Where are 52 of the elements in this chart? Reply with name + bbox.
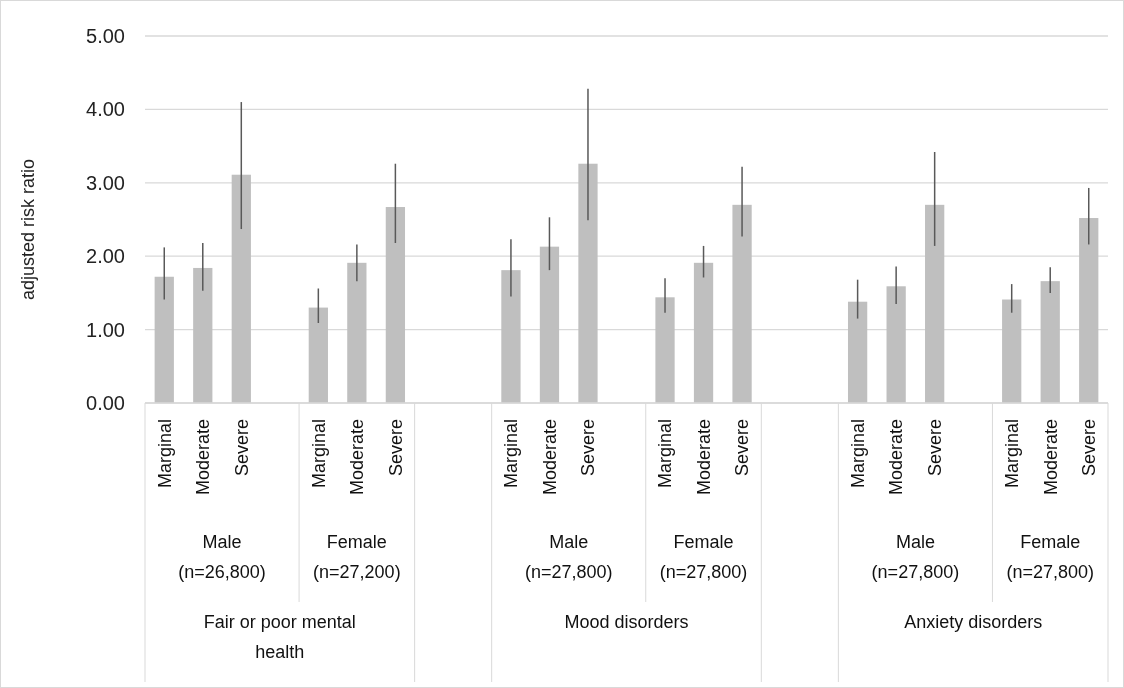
x-tick-label: Moderate: [193, 419, 214, 496]
y-tick-label: 0.00: [86, 392, 125, 414]
text: Fair or poor mental health: [203, 612, 356, 662]
y-tick-label: 3.00: [86, 171, 125, 194]
x-tick-label: Marginal: [1002, 419, 1022, 489]
x-tick-label: Moderate: [347, 419, 368, 496]
bar: [1040, 281, 1060, 403]
bar: [847, 301, 868, 403]
bar: [655, 297, 675, 403]
x-tick-label: Severe: [385, 419, 406, 477]
x-tick-label: Marginal: [847, 419, 868, 489]
bar: [1079, 218, 1099, 403]
bar: [925, 204, 945, 403]
x-tick-label: Severe: [231, 419, 252, 477]
y-tick-label: 2.00: [86, 245, 125, 268]
text: Mood disorders: [564, 612, 689, 632]
bar: [501, 270, 521, 403]
bar: [1002, 299, 1022, 403]
bar: [308, 307, 328, 403]
x-tick-label: Moderate: [1040, 419, 1061, 496]
x-tick-label: Severe: [1079, 419, 1100, 477]
x-tick-label: Moderate: [539, 419, 560, 496]
text: Anxiety disorders: [904, 612, 1043, 632]
x-tick-label: Moderate: [886, 419, 907, 496]
bar: [154, 276, 174, 403]
x-tick-label: Marginal: [655, 419, 676, 489]
x-tick-label: Severe: [732, 419, 753, 477]
bar: [231, 174, 251, 403]
text: Female (n=27,800): [659, 532, 748, 582]
text: Female (n=27,800): [1006, 532, 1095, 582]
bar: [347, 262, 367, 403]
text: Male (n=27,800): [871, 532, 960, 582]
bar: [385, 207, 406, 403]
y-tick-label: 5.00: [86, 25, 125, 47]
y-axis-title: adjusted risk ratio: [18, 158, 38, 301]
bar: [193, 267, 213, 403]
text: Male (n=26,800): [178, 532, 266, 582]
text: Male (n=27,800): [524, 532, 613, 582]
x-tick-label: Marginal: [154, 419, 175, 489]
bar: [578, 163, 598, 403]
y-tick-label: 1.00: [86, 318, 125, 341]
x-tick-label: Severe: [578, 419, 599, 477]
bar: [539, 246, 560, 403]
bar: [693, 262, 714, 403]
x-tick-label: Marginal: [308, 419, 329, 489]
x-tick-label: Moderate: [693, 419, 714, 496]
y-tick-label: 4.00: [86, 98, 125, 121]
text: Female (n=27,200): [313, 532, 401, 582]
bar: [886, 286, 906, 403]
x-tick-label: Marginal: [501, 419, 522, 489]
x-tick-label: Severe: [924, 419, 945, 477]
bar: [732, 204, 752, 403]
